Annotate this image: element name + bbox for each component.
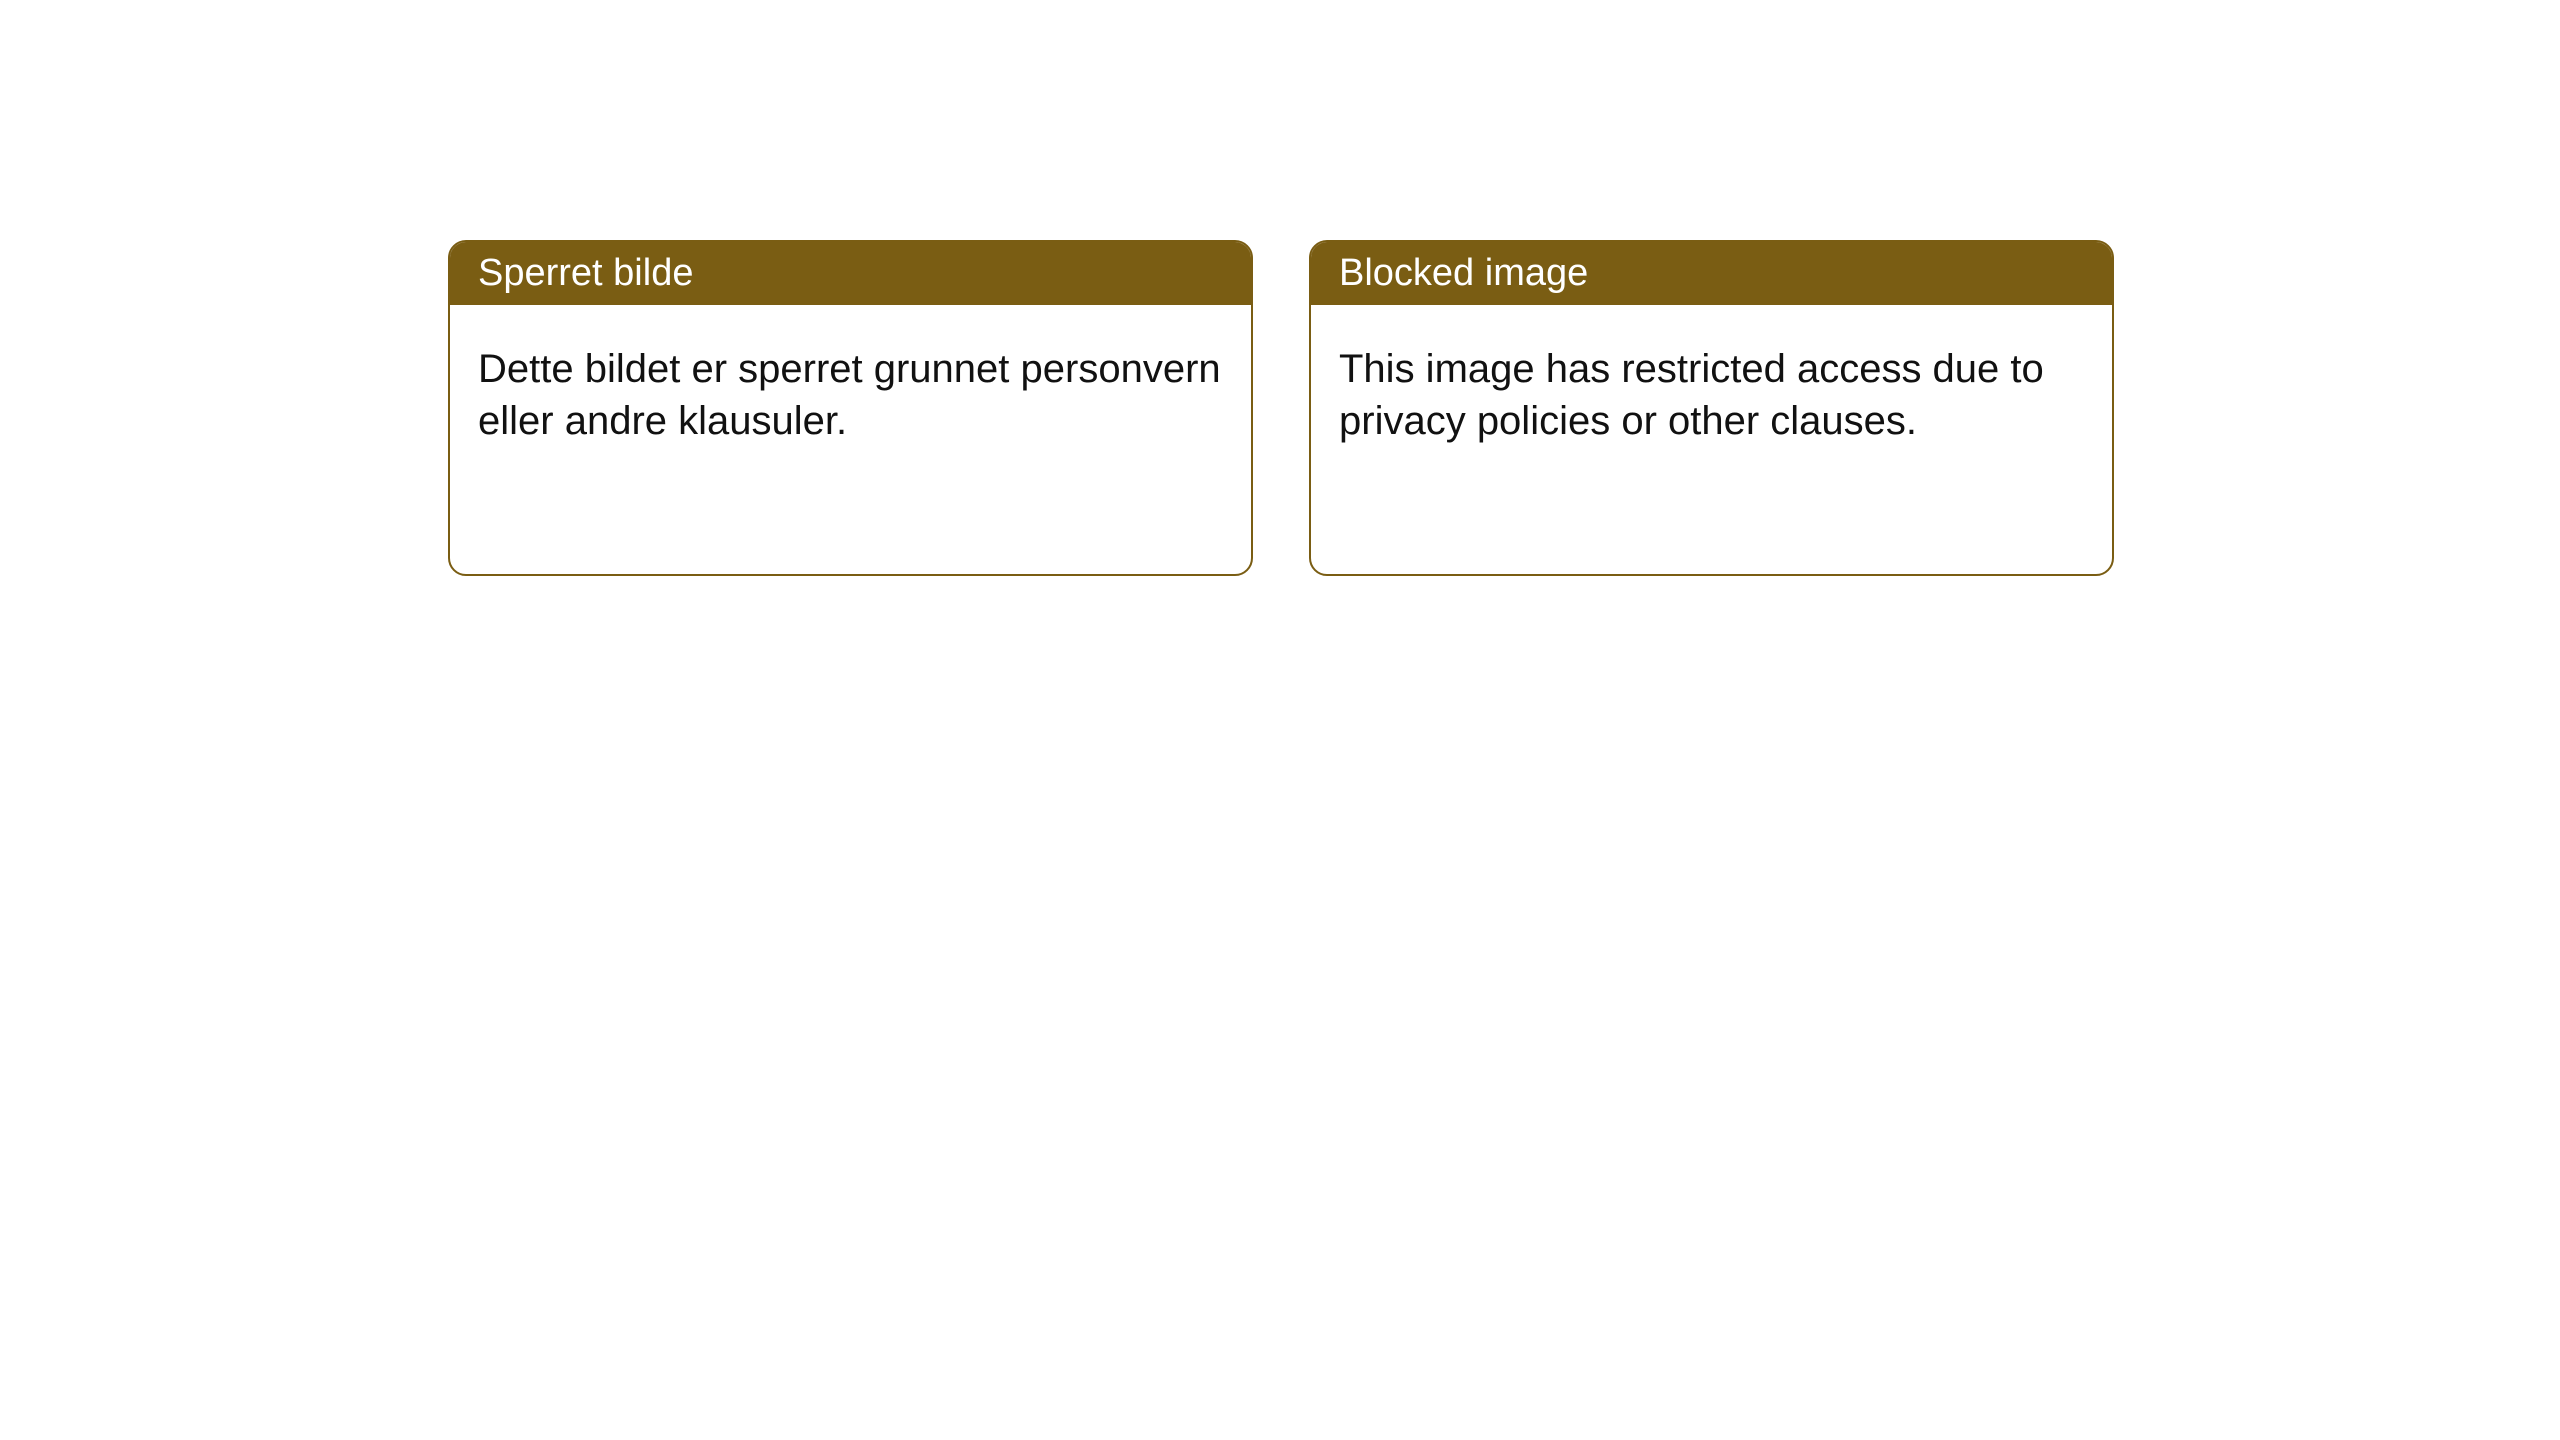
card-body: This image has restricted access due to … <box>1311 305 2112 485</box>
card-header: Blocked image <box>1311 242 2112 305</box>
notice-card-norwegian: Sperret bilde Dette bildet er sperret gr… <box>448 240 1253 576</box>
card-header: Sperret bilde <box>450 242 1251 305</box>
card-title: Blocked image <box>1339 252 1588 294</box>
card-title: Sperret bilde <box>478 252 693 294</box>
notice-card-english: Blocked image This image has restricted … <box>1309 240 2114 576</box>
notice-container: Sperret bilde Dette bildet er sperret gr… <box>0 0 2560 576</box>
card-body: Dette bildet er sperret grunnet personve… <box>450 305 1251 485</box>
card-body-text: Dette bildet er sperret grunnet personve… <box>478 347 1221 443</box>
card-body-text: This image has restricted access due to … <box>1339 347 2044 443</box>
